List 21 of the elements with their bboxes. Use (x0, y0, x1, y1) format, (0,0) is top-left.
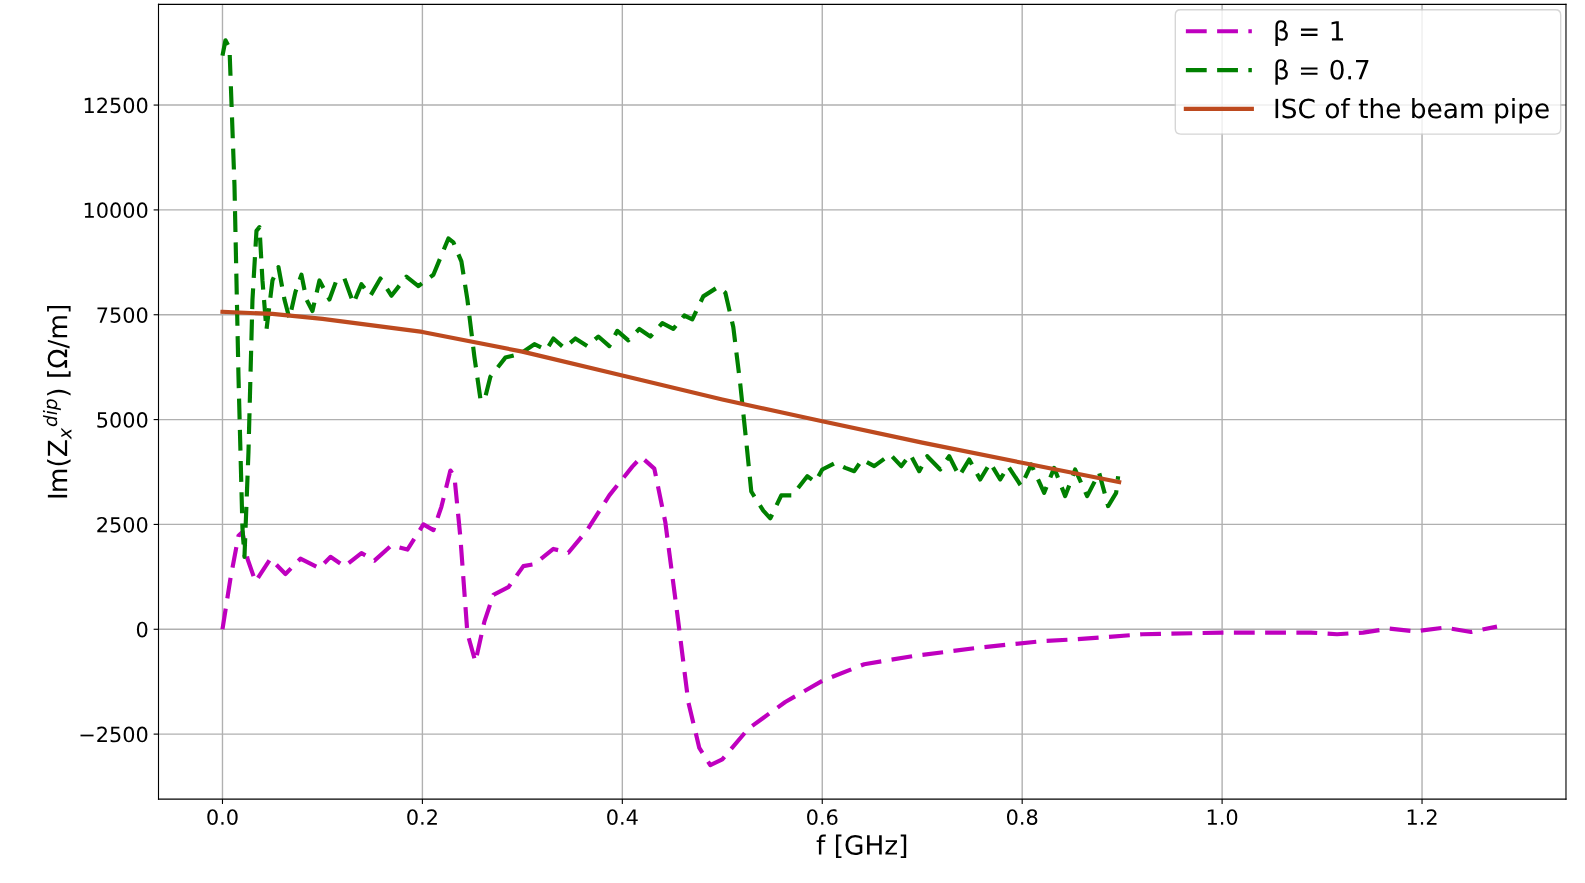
y-tick-label: 0 (136, 621, 148, 638)
legend-label: ISC of the beam pipe (1275, 98, 1549, 124)
x-axis-title: f [GHz] (816, 834, 907, 859)
line-series (220, 38, 1121, 559)
line-series (220, 309, 1122, 485)
y-tick-label: 12500 (84, 97, 148, 114)
y-tick-label: 5000 (97, 412, 148, 428)
legend-label: β = 1 (1275, 20, 1344, 46)
x-tick-label: 0.0 (207, 809, 238, 825)
y-tick-label: 2500 (97, 516, 148, 533)
y-tick-label: 10000 (84, 202, 148, 219)
x-tick-label: 0.8 (1006, 809, 1038, 825)
y-tick-label: −2500 (80, 726, 148, 743)
y-axis-title: Im(Z$_{x}$$^{dip}$) [Ω/m] (42, 305, 72, 498)
legend-label: β = 0.7 (1275, 59, 1369, 85)
y-tick-label: 7500 (97, 307, 148, 323)
x-tick-label: 0.2 (407, 809, 437, 825)
x-tick-label: 0.4 (607, 809, 638, 825)
x-tick-label: 0.6 (807, 809, 838, 825)
x-tick-label: 1.2 (1407, 809, 1437, 825)
x-tick-label: 1.0 (1207, 809, 1238, 825)
